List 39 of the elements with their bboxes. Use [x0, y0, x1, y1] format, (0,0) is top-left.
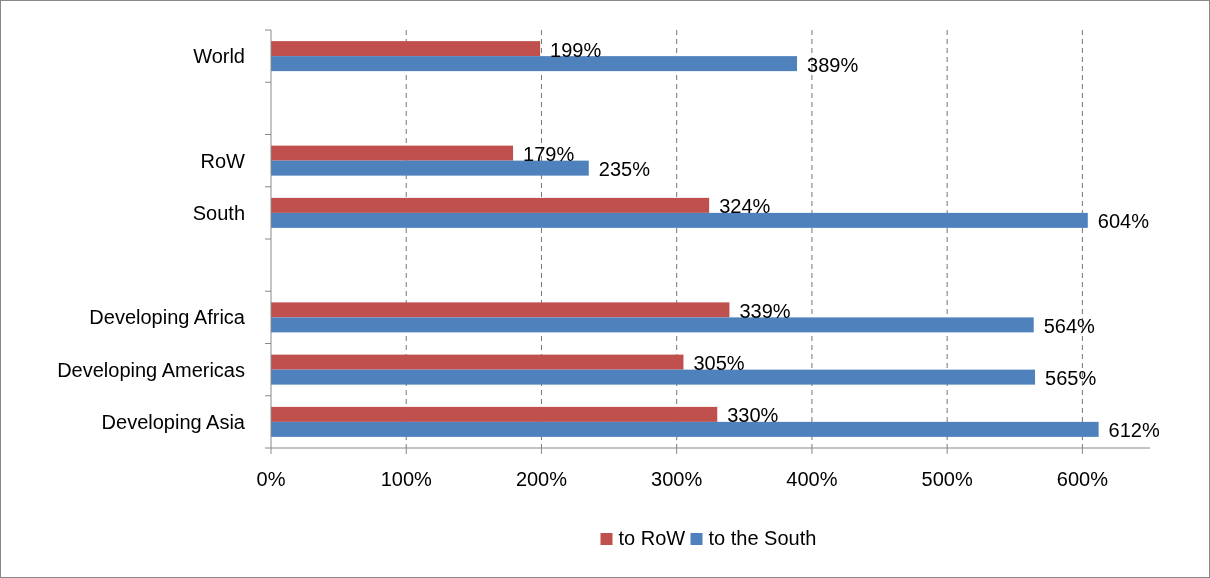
data-label: 330%	[727, 404, 779, 427]
y-tick-label: Developing Asia	[101, 410, 246, 433]
data-label: 179%	[523, 143, 575, 166]
data-label: 565%	[1045, 367, 1097, 390]
x-tick-label: 0%	[256, 468, 286, 490]
bar	[271, 41, 541, 57]
x-tick-label: 100%	[380, 468, 433, 490]
data-label: 235%	[598, 158, 651, 181]
data-label: 324%	[719, 195, 771, 218]
y-tick-label: Developing Americas	[57, 358, 245, 381]
y-tick-label: World	[193, 45, 245, 68]
y-tick-label: Developing Africa	[89, 306, 246, 329]
x-tick-label: 200%	[515, 468, 568, 490]
bar	[271, 56, 798, 72]
legend-label: to RoW	[618, 527, 686, 549]
data-label: 612%	[1108, 419, 1160, 442]
bar	[271, 197, 710, 213]
bar	[271, 421, 1099, 437]
x-tick-label: 500%	[921, 468, 973, 490]
x-tick-label: 600%	[1056, 468, 1109, 490]
data-label: 564%	[1043, 314, 1096, 337]
bar	[271, 160, 589, 176]
y-tick-label: RoW	[200, 149, 246, 172]
data-label: 199%	[550, 38, 602, 61]
y-tick-label: South	[192, 201, 245, 224]
bar	[271, 406, 718, 422]
data-label: 339%	[739, 299, 791, 322]
bar	[271, 145, 514, 161]
data-label: 604%	[1097, 210, 1150, 233]
x-tick-label: 300%	[651, 468, 703, 490]
x-tick-label: 400%	[786, 468, 838, 490]
data-label: 305%	[693, 352, 745, 375]
data-label: 389%	[807, 53, 859, 76]
bar	[271, 302, 730, 318]
bar	[271, 212, 1088, 228]
bar	[271, 317, 1034, 333]
legend-label: to the South	[708, 527, 817, 549]
bar	[271, 354, 684, 370]
bar	[271, 369, 1036, 385]
